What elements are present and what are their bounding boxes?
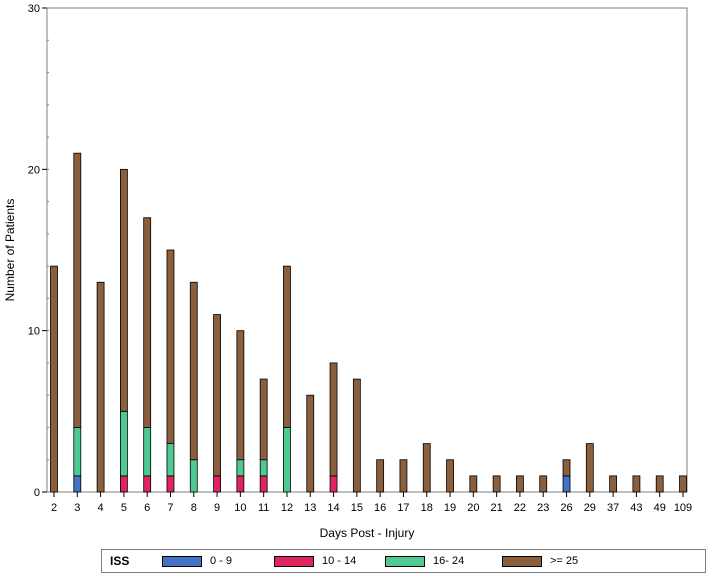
legend-swatch [162, 556, 202, 567]
bar-segment [492, 475, 501, 493]
bar-segment [73, 427, 82, 477]
bar-segment [306, 394, 315, 493]
legend-label: 10 - 14 [322, 555, 357, 567]
x-tick-label: 3 [74, 502, 80, 514]
x-tick-label: 2 [51, 502, 57, 514]
y-tick-label: 30 [28, 3, 40, 15]
bar-segment [679, 475, 687, 493]
y-axis-title: Number of Patients [3, 199, 17, 302]
y-tick-label: 0 [34, 487, 40, 499]
legend-swatch [502, 556, 542, 567]
bar-segment [213, 314, 221, 477]
bar-segment [539, 475, 548, 493]
bar-segment [399, 459, 408, 493]
bar-segment [166, 249, 175, 445]
x-tick-label: 49 [654, 502, 666, 514]
bar-segment [259, 378, 268, 461]
bar-segment [213, 475, 221, 493]
legend-swatch [274, 556, 314, 567]
x-tick-label: 20 [467, 502, 479, 514]
bar-segment [119, 410, 128, 477]
x-tick-label: 14 [327, 502, 339, 514]
bar-segment [585, 443, 594, 493]
plot-frame [46, 7, 688, 493]
bar-segment [632, 475, 641, 493]
bar-segment [283, 265, 291, 428]
bar-segment [329, 475, 338, 493]
y-tick-label: 10 [28, 326, 40, 338]
bar-segment [166, 443, 175, 477]
x-tick-label: 22 [514, 502, 526, 514]
x-tick-label: 37 [607, 502, 619, 514]
bar-segment [143, 475, 152, 493]
bar-segment [189, 281, 198, 461]
bar-segment [469, 475, 478, 493]
x-tick-label: 7 [167, 502, 173, 514]
bar-segment [189, 459, 198, 493]
bar-segment [562, 475, 571, 493]
bar-segment [259, 459, 268, 477]
x-tick-label: 9 [214, 502, 220, 514]
bar-segment [143, 217, 152, 428]
x-tick-label: 18 [421, 502, 433, 514]
x-tick-label: 17 [397, 502, 409, 514]
bar-segment [236, 330, 245, 461]
bar-segment [50, 265, 58, 493]
x-axis-title: Days Post - Injury [320, 526, 415, 540]
x-tick-label: 29 [584, 502, 596, 514]
bar-segment [376, 459, 385, 493]
bar-segment [352, 378, 361, 493]
bar-segment [329, 362, 338, 477]
x-tick-label: 12 [281, 502, 293, 514]
y-axis-ticks: 0 10 20 30 [28, 3, 47, 499]
x-tick-label: 10 [234, 502, 246, 514]
bar-segment [562, 459, 571, 477]
x-axis-ticks: 2 3 4 5 6 7 8 9 10 11 12 13 14 15 16 17 18 19 20 21 22 23 26 29… [51, 492, 692, 514]
y-axis-minor-ticks [47, 7, 49, 493]
bar-segment [236, 475, 245, 493]
x-tick-label: 109 [674, 502, 692, 514]
bar-segment [73, 152, 82, 428]
bar-segment [516, 475, 524, 493]
bar-segment [236, 459, 245, 477]
bar-segment [422, 443, 431, 493]
legend-title: ISS [110, 554, 130, 568]
x-tick-label: 43 [630, 502, 642, 514]
bar-segment [283, 427, 291, 493]
x-tick-label: 16 [374, 502, 386, 514]
bar-segment [73, 475, 82, 493]
bar-segment [119, 475, 128, 493]
x-tick-label: 4 [98, 502, 104, 514]
bars [50, 152, 687, 493]
x-tick-label: 15 [351, 502, 363, 514]
bar-segment [166, 475, 175, 493]
legend: ISS 0 - 9 10 - 14 16- 24 >= 25 [101, 549, 706, 573]
bar-segment [609, 475, 618, 493]
x-tick-label: 26 [560, 502, 572, 514]
bar-segment [259, 475, 268, 493]
bar-segment [96, 281, 105, 493]
bar-segment [446, 459, 454, 493]
x-tick-label: 23 [537, 502, 549, 514]
x-tick-label: 8 [191, 502, 197, 514]
y-tick-label: 20 [28, 164, 40, 176]
x-tick-label: 6 [144, 502, 150, 514]
x-tick-label: 21 [491, 502, 503, 514]
legend-label: 0 - 9 [210, 555, 233, 567]
legend-label: >= 25 [550, 555, 579, 567]
bar-segment [655, 475, 664, 493]
legend-label: 16- 24 [433, 555, 465, 567]
bar-segment [119, 168, 128, 412]
x-tick-label: 11 [258, 502, 269, 514]
x-tick-label: 5 [121, 502, 127, 514]
legend-swatch [385, 556, 425, 567]
x-tick-label: 19 [444, 502, 456, 514]
bar-segment [143, 427, 152, 477]
x-tick-label: 13 [304, 502, 316, 514]
